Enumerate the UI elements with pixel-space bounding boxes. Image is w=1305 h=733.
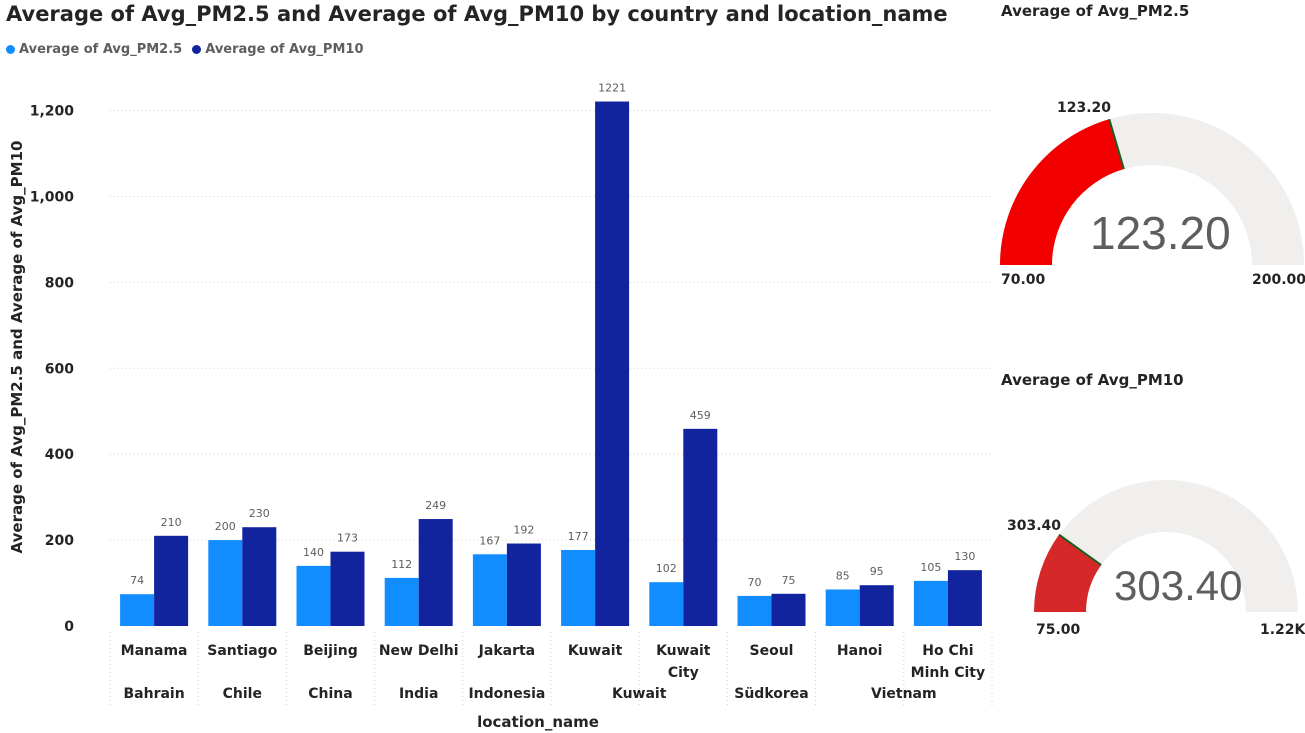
legend-dot-pm25	[6, 45, 15, 54]
bar-pm25	[296, 565, 331, 626]
y-tick-label: 400	[45, 447, 74, 463]
gauge-pm25-callout: 123.20	[1057, 100, 1112, 116]
x-tick-label: Kuwait	[568, 643, 623, 659]
bar-pm10	[330, 551, 365, 626]
bar-chart[interactable]: 0 200 400 600 800 1,000 1,200 74 210 Manama 200 230…	[0, 0, 1000, 733]
gauge-pm10-callout: 303.40	[1007, 518, 1062, 534]
x-group-label: Südkorea	[734, 686, 808, 702]
legend-label-pm10: Average of Avg_PM10	[205, 42, 364, 57]
bar-pm10	[154, 535, 189, 626]
x-axis-title: location_name	[477, 713, 599, 731]
x-tick-label: Minh City	[911, 665, 985, 681]
gauge-pm10-title: Average of Avg_PM10	[1001, 371, 1184, 389]
y-tick-label: 800	[45, 275, 74, 291]
data-label: 192	[513, 524, 534, 537]
y-tick-label: 1,200	[30, 104, 75, 120]
legend-label-pm25: Average of Avg_PM2.5	[19, 42, 183, 57]
x-group-label: India	[399, 686, 438, 702]
gauge-pm25-min: 70.00	[1001, 272, 1046, 288]
gauge-pm25-max: 200.00	[1252, 272, 1305, 288]
gauge-pm25[interactable]	[990, 100, 1305, 270]
x-tick-label: Manama	[121, 643, 188, 659]
x-tick-label: Beijing	[303, 643, 358, 659]
gauge-target-marker	[1108, 118, 1125, 170]
gauge-pm25-title: Average of Avg_PM2.5	[1001, 2, 1190, 20]
x-group-label: Chile	[223, 686, 262, 702]
y-tick-label: 1,000	[30, 189, 75, 205]
data-label: 249	[425, 499, 446, 512]
data-label: 130	[954, 550, 975, 563]
data-label: 75	[782, 574, 796, 587]
x-group-label: Kuwait	[612, 686, 667, 702]
data-label: 112	[391, 558, 412, 571]
data-label: 105	[920, 561, 941, 574]
x-tick-label: Seoul	[750, 643, 794, 659]
data-label: 140	[303, 546, 324, 559]
gauge-pm10[interactable]	[1028, 470, 1305, 620]
bar-pm25	[737, 595, 772, 626]
bar-pm10	[242, 527, 277, 626]
x-tick-label: Ho Chi	[922, 643, 973, 659]
gauge-target-marker	[1058, 533, 1102, 566]
data-label: 167	[479, 534, 500, 547]
y-tick-label: 200	[45, 533, 74, 549]
bar-pm25	[649, 582, 684, 626]
y-axis-title: Average of Avg_PM2.5 and Average of Avg_…	[8, 141, 26, 554]
chart-legend[interactable]: Average of Avg_PM2.5 Average of Avg_PM10	[6, 42, 364, 57]
gauge-pm10-value: 303.40	[1114, 562, 1243, 609]
bar-pm10	[506, 543, 541, 626]
gauge-fill	[1000, 119, 1124, 265]
legend-dot-pm10	[192, 45, 202, 54]
data-label: 200	[215, 520, 236, 533]
bar-pm25	[825, 589, 860, 626]
x-tick-label: City	[668, 665, 699, 681]
gauge-pm10-min: 75.00	[1036, 622, 1081, 638]
data-label: 85	[836, 569, 850, 582]
legend-item-pm25[interactable]: Average of Avg_PM2.5	[6, 42, 182, 57]
y-tick-label: 600	[45, 361, 74, 377]
data-label: 74	[130, 574, 144, 587]
data-label: 177	[568, 530, 589, 543]
x-tick-label: New Delhi	[379, 643, 459, 659]
gauge-pm10-max: 1.22K	[1260, 622, 1305, 638]
data-label: 459	[690, 409, 711, 422]
data-label: 70	[748, 576, 762, 589]
data-label: 230	[249, 507, 270, 520]
bar-pm25	[384, 577, 419, 626]
x-group-label: Indonesia	[468, 686, 545, 702]
x-group-label: China	[308, 686, 352, 702]
data-label: 210	[161, 516, 182, 529]
y-tick-label: 0	[64, 619, 74, 635]
x-tick-label: Kuwait	[656, 643, 711, 659]
bar-pm10	[859, 585, 894, 626]
bar-pm25	[913, 580, 948, 626]
x-tick-label: Hanoi	[837, 643, 883, 659]
legend-item-pm10[interactable]: Average of Avg_PM10	[192, 42, 364, 57]
bar-pm10	[771, 593, 806, 626]
bar-pm25	[561, 549, 596, 626]
x-group-label: Vietnam	[871, 686, 937, 702]
chart-title: Average of Avg_PM2.5 and Average of Avg_…	[6, 2, 948, 26]
bar-pm25	[208, 540, 243, 626]
x-tick-label: Jakarta	[478, 643, 535, 659]
x-tick-label: Santiago	[207, 643, 277, 659]
bar-pm25	[472, 554, 507, 626]
x-group-label: Bahrain	[123, 686, 184, 702]
bar-pm10	[595, 101, 630, 626]
bar-pm10	[947, 570, 982, 626]
bar-pm25	[120, 594, 155, 626]
data-label: 1221	[598, 82, 626, 95]
data-label: 102	[656, 562, 677, 575]
gauge-pm25-value: 123.20	[1090, 207, 1231, 259]
gauge-track	[1034, 480, 1298, 612]
bar-pm10	[683, 428, 718, 626]
data-label: 95	[870, 565, 884, 578]
data-label: 173	[337, 532, 358, 545]
bar-pm10	[418, 519, 453, 626]
